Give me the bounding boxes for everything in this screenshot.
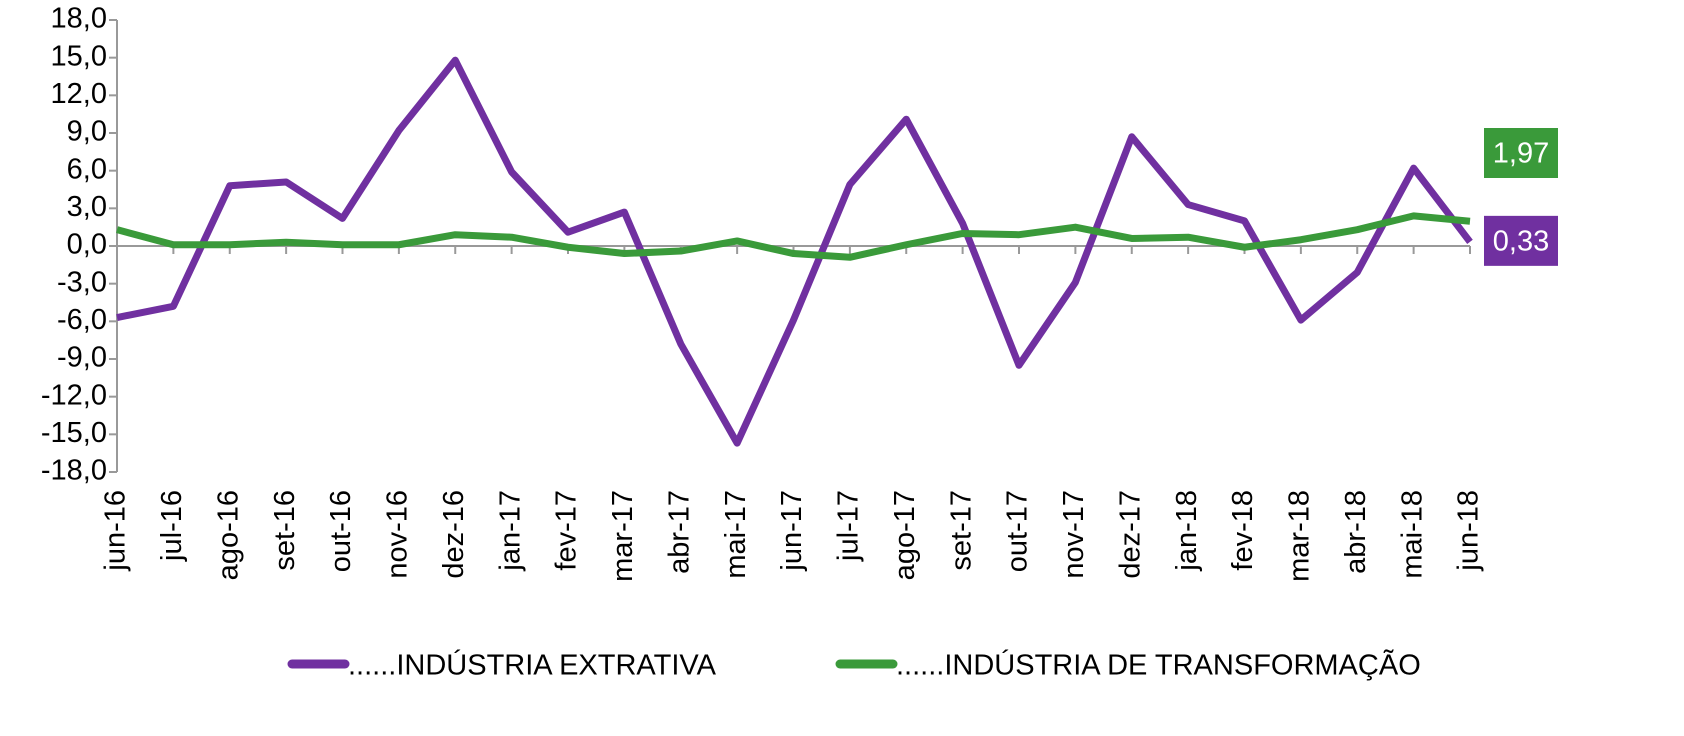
y-tick-label: 6,0	[67, 153, 107, 185]
x-tick-label: out-17	[1002, 490, 1034, 572]
value-label-box	[1484, 128, 1558, 178]
x-tick-label: ago-17	[889, 490, 921, 580]
x-tick-label: fev-18	[1227, 490, 1259, 571]
y-tick-label: 15,0	[51, 40, 107, 72]
x-tick-label: mar-18	[1284, 490, 1316, 582]
x-tick-label: mai-17	[720, 490, 752, 579]
x-tick-label: set-16	[269, 490, 301, 571]
y-tick-label: 18,0	[51, 3, 107, 35]
legend-label: ......INDÚSTRIA EXTRATIVA	[348, 649, 717, 682]
legend-label: ......INDÚSTRIA DE TRANSFORMAÇÃO	[896, 648, 1421, 682]
x-tick-label: fev-17	[551, 490, 583, 571]
y-tick-label: 3,0	[67, 191, 107, 223]
value-label: 0,33	[1493, 226, 1549, 258]
y-tick-label: -6,0	[57, 304, 107, 336]
y-tick-label: -15,0	[41, 417, 107, 449]
x-tick-label: jun-17	[776, 490, 808, 572]
x-tick-label: nov-16	[382, 490, 414, 579]
y-tick-label: 0,0	[67, 229, 107, 261]
x-tick-label: set-17	[945, 490, 977, 571]
y-tick-label: 9,0	[67, 116, 107, 148]
x-tick-label: jan-18	[1171, 490, 1203, 572]
x-tick-label: nov-17	[1058, 490, 1090, 579]
x-tick-label: ago-16	[212, 490, 244, 580]
y-tick-label: -12,0	[41, 379, 107, 411]
x-tick-label: jul-16	[156, 490, 188, 562]
x-tick-label: mar-17	[607, 490, 639, 582]
y-tick-label: 12,0	[51, 78, 107, 110]
x-tick-label: mai-18	[1396, 490, 1428, 579]
x-tick-label: jun-18	[1453, 490, 1485, 572]
x-tick-label: dez-17	[1114, 490, 1146, 579]
x-tick-label: abr-17	[663, 490, 695, 574]
x-tick-label: abr-18	[1340, 490, 1372, 574]
x-tick-label: jun-16	[100, 490, 132, 572]
x-tick-label: jan-17	[494, 490, 526, 572]
value-label: 1,97	[1493, 138, 1549, 170]
y-tick-label: -18,0	[41, 455, 107, 487]
x-tick-label: out-16	[325, 490, 357, 572]
series-line	[116, 56, 1473, 447]
value-label-box	[1484, 215, 1558, 266]
series-line	[116, 212, 1471, 261]
y-tick-label: -3,0	[57, 266, 107, 298]
x-tick-label: jul-17	[833, 490, 865, 562]
y-tick-label: -9,0	[57, 342, 107, 374]
x-tick-label: dez-16	[438, 490, 470, 579]
